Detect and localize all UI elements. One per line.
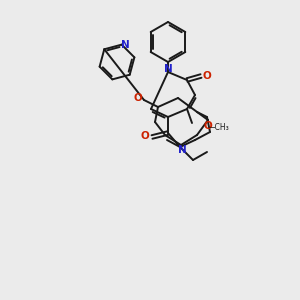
Text: N: N xyxy=(164,64,172,74)
Text: N: N xyxy=(121,40,130,50)
Text: N: N xyxy=(178,145,186,155)
Text: O: O xyxy=(204,121,212,131)
Text: O: O xyxy=(202,71,211,81)
Text: O: O xyxy=(141,131,149,141)
Text: O: O xyxy=(134,93,142,103)
Text: —CH₃: —CH₃ xyxy=(208,122,230,131)
